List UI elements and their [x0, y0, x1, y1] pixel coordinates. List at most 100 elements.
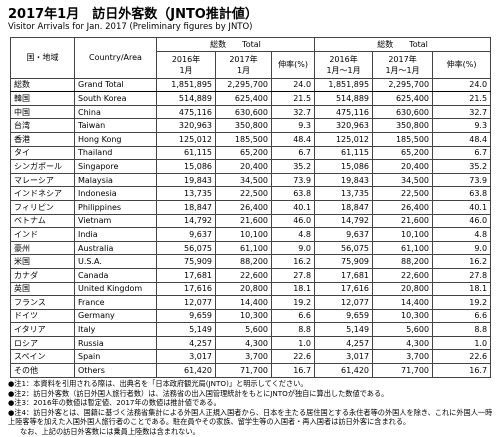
label-cell: イタリア: [10, 322, 75, 337]
number-cell: 19,843: [314, 172, 374, 188]
subtitle: Visitor Arrivals for Jan. 2017 (Prelimin…: [8, 22, 253, 32]
number-cell: 6.6: [270, 308, 316, 324]
label-cell: Thailand: [74, 145, 157, 161]
number-cell: 21,600: [372, 213, 434, 229]
label-cell: 香港: [10, 131, 75, 147]
number-cell: 18.1: [432, 281, 492, 297]
data-row: ロシア Russia 4,257 4,300 1.0 4,257 4,300 1.0: [10, 335, 492, 351]
number-cell: 63.8: [432, 186, 492, 201]
number-cell: 6.7: [432, 145, 492, 161]
number-cell: 14,792: [156, 213, 216, 229]
number-cell: 14,792: [314, 213, 374, 229]
number-cell: 19.2: [270, 295, 316, 310]
label-cell: カナダ: [10, 267, 75, 283]
data-row: マレーシア Malaysia 19,843 34,500 73.9 19,843 34,50…: [10, 172, 492, 188]
number-cell: 350,800: [372, 118, 434, 133]
number-cell: 65,200: [215, 145, 272, 161]
number-cell: 35.2: [270, 159, 316, 174]
data-row: インド India 9,637 10,100 4.8 9,637 10,100 4.8: [10, 227, 492, 242]
label-cell: 総数: [10, 77, 75, 93]
number-cell: 630,600: [372, 104, 434, 120]
sub-header: 伸率(%): [270, 50, 316, 79]
number-cell: 16.7: [432, 363, 492, 378]
number-cell: 4,300: [372, 335, 434, 351]
number-cell: 9,659: [156, 308, 216, 324]
number-cell: 9,659: [314, 308, 374, 324]
number-cell: 16.2: [270, 254, 316, 269]
number-cell: 320,963: [156, 118, 216, 133]
label-cell: Philippines: [74, 199, 157, 215]
sub-header-line: 2017年: [229, 54, 258, 64]
label-cell: Malaysia: [74, 172, 157, 188]
number-cell: 48.4: [270, 131, 316, 147]
label-cell: 米国: [10, 254, 75, 269]
note: なお、上記の訪日外客数には乗員上陸数は含まれない。: [20, 426, 200, 436]
sub-header-line: 1月: [236, 65, 251, 75]
number-cell: 46.0: [432, 213, 492, 229]
number-cell: 9.0: [270, 240, 316, 256]
number-cell: 18,847: [314, 199, 374, 215]
number-cell: 18,847: [156, 199, 216, 215]
number-cell: 3,700: [372, 349, 434, 365]
number-cell: 56,075: [156, 240, 216, 256]
number-cell: 65,200: [372, 145, 434, 161]
number-cell: 61,100: [215, 240, 272, 256]
sub-header-line: 伸率(%): [278, 60, 308, 70]
header-row: 国・地域 Country/Area 総数 Total 総数 Total: [10, 37, 492, 79]
data-row: フィリピン Philippines 18,847 26,400 40.1 18,847 26…: [10, 199, 492, 215]
number-cell: 10,100: [372, 227, 434, 242]
note: ●注3：2016年の数値は暫定値、2017年の数値は推計値である。: [8, 398, 221, 408]
label-cell: Australia: [74, 240, 157, 256]
number-cell: 40.1: [270, 199, 316, 215]
number-cell: 125,012: [156, 131, 216, 147]
label-cell: スペイン: [10, 349, 75, 365]
number-cell: 13,735: [156, 186, 216, 201]
label-cell: Taiwan: [74, 118, 157, 133]
number-cell: 185,500: [372, 131, 434, 147]
data-row: 台湾 Taiwan 320,963 350,800 9.3 320,963 350,800 9…: [10, 118, 492, 133]
number-cell: 3,700: [215, 349, 272, 365]
number-cell: 6.6: [432, 308, 492, 324]
label-cell: 英国: [10, 281, 75, 297]
number-cell: 61,420: [314, 363, 374, 378]
data-row: スペイン Spain 3,017 3,700 22.6 3,017 3,700 22.6: [10, 349, 492, 365]
number-cell: 4,300: [215, 335, 272, 351]
number-cell: 34,500: [372, 172, 434, 188]
note: ●注4：訪日外客とは、国籍に基づく法務省集計による外国人正規入国者から、日本を主…: [8, 407, 493, 427]
label-cell: Grand Total: [74, 77, 157, 93]
number-cell: 63.8: [270, 186, 316, 201]
label-cell: 台湾: [10, 118, 75, 133]
data-row: インドネシア Indonesia 13,735 22,500 63.8 13,735 22,…: [10, 186, 492, 201]
number-cell: 16.7: [270, 363, 316, 378]
number-cell: 4,257: [156, 335, 216, 351]
number-cell: 88,200: [372, 254, 434, 269]
number-cell: 3,017: [156, 349, 216, 365]
label-cell: 中国: [10, 104, 75, 120]
sub-header: 2017年 1月～1月: [372, 50, 434, 79]
number-cell: 2,295,700: [372, 77, 434, 93]
number-cell: 34,500: [215, 172, 272, 188]
number-cell: 22,600: [215, 267, 272, 283]
label-cell: マレーシア: [10, 172, 75, 188]
number-cell: 26,400: [215, 199, 272, 215]
number-cell: 630,600: [215, 104, 272, 120]
number-cell: 17,616: [314, 281, 374, 297]
number-cell: 475,116: [314, 104, 374, 120]
number-cell: 185,500: [215, 131, 272, 147]
label-cell: Germany: [74, 308, 157, 324]
label-cell: タイ: [10, 145, 75, 161]
sub-header-line: 2017年: [388, 54, 417, 64]
column-header: Country/Area: [74, 37, 157, 79]
data-row: カナダ Canada 17,681 22,600 27.8 17,681 22,600 27.…: [10, 267, 492, 283]
number-cell: 14,400: [215, 295, 272, 310]
label-cell: ロシア: [10, 335, 75, 351]
group-header: 総数 Total: [314, 37, 492, 52]
number-cell: 48.4: [432, 131, 492, 147]
number-cell: 27.8: [432, 267, 492, 283]
sub-header: 伸率(%): [432, 50, 492, 79]
label-cell: フィリピン: [10, 199, 75, 215]
sub-header-line: 2016年: [171, 54, 201, 64]
number-cell: 1.0: [270, 335, 316, 351]
label-cell: 韓国: [10, 91, 75, 106]
